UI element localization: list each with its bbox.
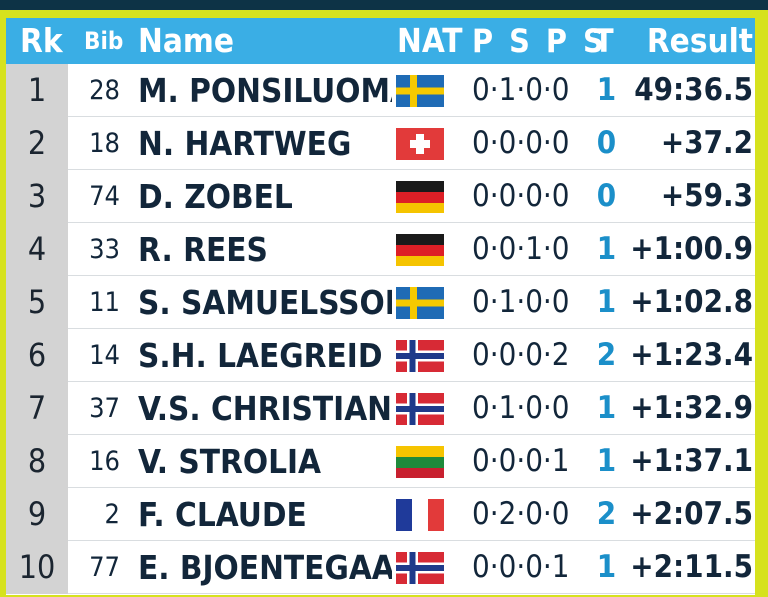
results-header: Rk Bib Name NAT P S P S T Result [6,18,755,64]
rank-cell: 4 [6,223,68,276]
shooting-cell: 0·0·1·0 [472,231,570,267]
header-rank: Rk [20,21,63,60]
result-cell: +1:37.1 [630,443,753,479]
bib-cell: 37 [89,393,120,424]
shooting-cell: 0·0·0·1 [472,443,570,479]
result-row: 7 37 V.S. CHRISTIANS 0·1·0·0 1 +1:32.9 [6,382,755,435]
result-row: 5 11 S. SAMUELSSON 0·1·0·0 1 +1:02.8 [6,276,755,329]
bib-cell: 2 [104,499,120,530]
total-misses-cell: 0 [596,125,617,161]
norway-flag-icon [396,340,444,372]
norway-flag-icon [396,393,444,425]
header-result: Result [646,21,753,60]
switzerland-flag-icon [396,128,444,160]
athlete-name: F. CLAUDE [138,495,307,534]
bib-cell: 33 [89,234,120,265]
france-flag-icon [396,499,444,531]
result-row: 2 18 N. HARTWEG 0·0·0·0 0 +37.2 [6,117,755,170]
result-row: 4 33 R. REES 0·0·1·0 1 +1:00.9 [6,223,755,276]
header-nation: NAT [397,21,463,60]
result-row: 8 16 V. STROLIA 0·0·0·1 1 +1:37.1 [6,435,755,488]
total-misses-cell: 1 [596,231,617,267]
result-cell: +1:32.9 [630,390,753,426]
result-cell: +59.3 [660,178,753,214]
header-shooting: P S P S [472,22,607,60]
shooting-cell: 0·0·0·0 [472,125,570,161]
header-bib: Bib [84,27,124,55]
athlete-name: M. PONSILUOMA [138,71,392,110]
header-name: Name [138,21,234,60]
result-cell: +37.2 [660,125,753,161]
lithuania-flag-icon [396,446,444,478]
result-cell: 49:36.5 [634,72,753,108]
athlete-name: S. SAMUELSSON [138,283,392,322]
rank-cell: 5 [6,276,68,329]
germany-flag-icon [396,234,444,266]
sweden-flag-icon [396,287,444,319]
rank-cell: 9 [6,488,68,541]
result-row: 3 74 D. ZOBEL 0·0·0·0 0 +59.3 [6,170,755,223]
results-board: Rk Bib Name NAT P S P S T Result 1 28 M. P… [6,18,755,595]
result-cell: +1:02.8 [630,284,753,320]
bib-cell: 74 [89,181,120,212]
bib-cell: 11 [89,287,120,318]
result-row: 9 2 F. CLAUDE 0·2·0·0 2 +2:07.5 [6,488,755,541]
athlete-name: N. HARTWEG [138,124,352,163]
shooting-cell: 0·0·0·1 [472,549,570,585]
rank-cell: 6 [6,329,68,382]
shooting-cell: 0·1·0·0 [472,72,570,108]
header-total: T [594,22,614,60]
shooting-cell: 0·0·0·0 [472,178,570,214]
total-misses-cell: 1 [596,72,617,108]
result-row: 6 14 S.H. LAEGREID 0·0·0·2 2 +1:23.4 [6,329,755,382]
bib-cell: 28 [89,75,120,106]
bib-cell: 18 [89,128,120,159]
total-misses-cell: 2 [596,337,617,373]
athlete-name: R. REES [138,230,268,269]
total-misses-cell: 0 [596,178,617,214]
result-cell: +2:11.5 [630,549,753,585]
shooting-cell: 0·1·0·0 [472,284,570,320]
total-misses-cell: 1 [596,284,617,320]
total-misses-cell: 2 [596,496,617,532]
sweden-flag-icon [396,75,444,107]
athlete-name: S.H. LAEGREID [138,336,383,375]
athlete-name: V.S. CHRISTIANS [138,389,392,428]
shooting-cell: 0·0·0·2 [472,337,570,373]
total-misses-cell: 1 [596,443,617,479]
athlete-name: D. ZOBEL [138,177,293,216]
result-cell: +1:23.4 [630,337,753,373]
rank-cell: 2 [6,117,68,170]
rank-cell: 7 [6,382,68,435]
top-bar [0,0,768,10]
germany-flag-icon [396,181,444,213]
shooting-cell: 0·2·0·0 [472,496,570,532]
result-cell: +1:00.9 [630,231,753,267]
athlete-name: E. BJOENTEGAAR [138,548,392,587]
bib-cell: 14 [89,340,120,371]
rank-cell: 1 [6,64,68,117]
bib-cell: 16 [89,446,120,477]
total-misses-cell: 1 [596,390,617,426]
rank-cell: 10 [6,541,68,594]
bib-cell: 77 [89,552,120,583]
result-cell: +2:07.5 [630,496,753,532]
result-row: 10 77 E. BJOENTEGAAR 0·0·0·1 1 +2:11.5 [6,541,755,594]
rank-cell: 3 [6,170,68,223]
athlete-name: V. STROLIA [138,442,321,481]
total-misses-cell: 1 [596,549,617,585]
result-row: 1 28 M. PONSILUOMA 0·1·0·0 1 49:36.5 [6,64,755,117]
rank-cell: 8 [6,435,68,488]
norway-flag-icon [396,552,444,584]
shooting-cell: 0·1·0·0 [472,390,570,426]
